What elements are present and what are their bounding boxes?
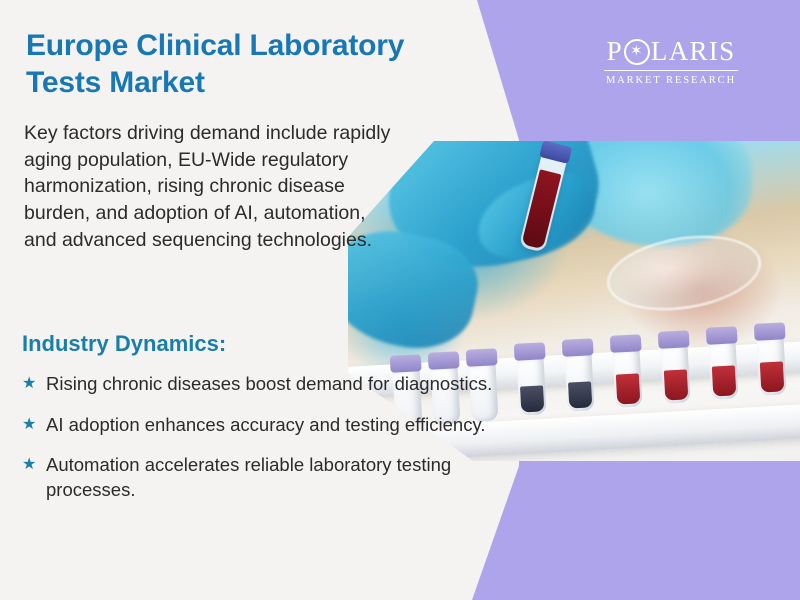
specimen-vial <box>753 322 787 396</box>
vial-contents <box>520 385 545 413</box>
star-bullet-icon: ★ <box>22 375 37 392</box>
list-item: ★ Automation accelerates reliable labora… <box>22 453 497 502</box>
list-item: ★ AI adoption enhances accuracy and test… <box>22 413 497 438</box>
logo-o-with-star-icon: ✶ <box>623 38 650 65</box>
logo-star-icon: ✶ <box>629 43 644 59</box>
page-title: Europe Clinical Laboratory Tests Market <box>26 29 405 99</box>
vial-contents <box>568 381 593 409</box>
logo-letter-p: P <box>606 36 623 66</box>
specimen-vial <box>561 338 595 412</box>
vial-cap <box>753 322 786 341</box>
vial-cap <box>561 338 594 357</box>
specimen-vial <box>609 334 643 408</box>
logo-wordmark: P ✶ LARIS <box>600 38 742 65</box>
star-bullet-icon: ★ <box>22 456 37 474</box>
logo-tagline: MARKET RESEARCH <box>605 75 737 86</box>
specimen-vial <box>657 330 691 404</box>
logo-letters-laris: LARIS <box>650 36 736 66</box>
vial-cap <box>389 354 422 373</box>
vial-cap <box>705 326 738 345</box>
star-bullet-icon: ★ <box>22 415 37 433</box>
specimen-vial <box>513 342 547 416</box>
vial-cap <box>513 342 546 361</box>
list-item-label: Rising chronic diseases boost demand for… <box>46 373 493 394</box>
list-item: ★ Rising chronic diseases boost demand f… <box>22 372 497 397</box>
industry-dynamics-heading: Industry Dynamics: <box>22 331 227 356</box>
list-item-label: Automation accelerates reliable laborato… <box>46 454 452 500</box>
vial-cap <box>465 348 498 367</box>
vial-cap <box>657 330 690 349</box>
lab-technician-photo <box>348 141 800 461</box>
industry-dynamics-list: ★ Rising chronic diseases boost demand f… <box>22 372 497 518</box>
polaris-logo: P ✶ LARIS MARKET RESEARCH <box>600 38 742 86</box>
logo-divider <box>604 70 738 71</box>
vial-cap <box>427 351 460 370</box>
vial-contents <box>759 361 785 393</box>
photo-image <box>348 141 800 461</box>
vial-contents <box>615 373 641 405</box>
vial-cap <box>609 334 642 353</box>
vial-contents <box>663 369 689 401</box>
specimen-vial <box>705 326 739 400</box>
body-copy: Key factors driving demand include rapid… <box>24 122 391 251</box>
vial-contents <box>711 365 737 397</box>
list-item-label: AI adoption enhances accuracy and testin… <box>46 413 486 435</box>
